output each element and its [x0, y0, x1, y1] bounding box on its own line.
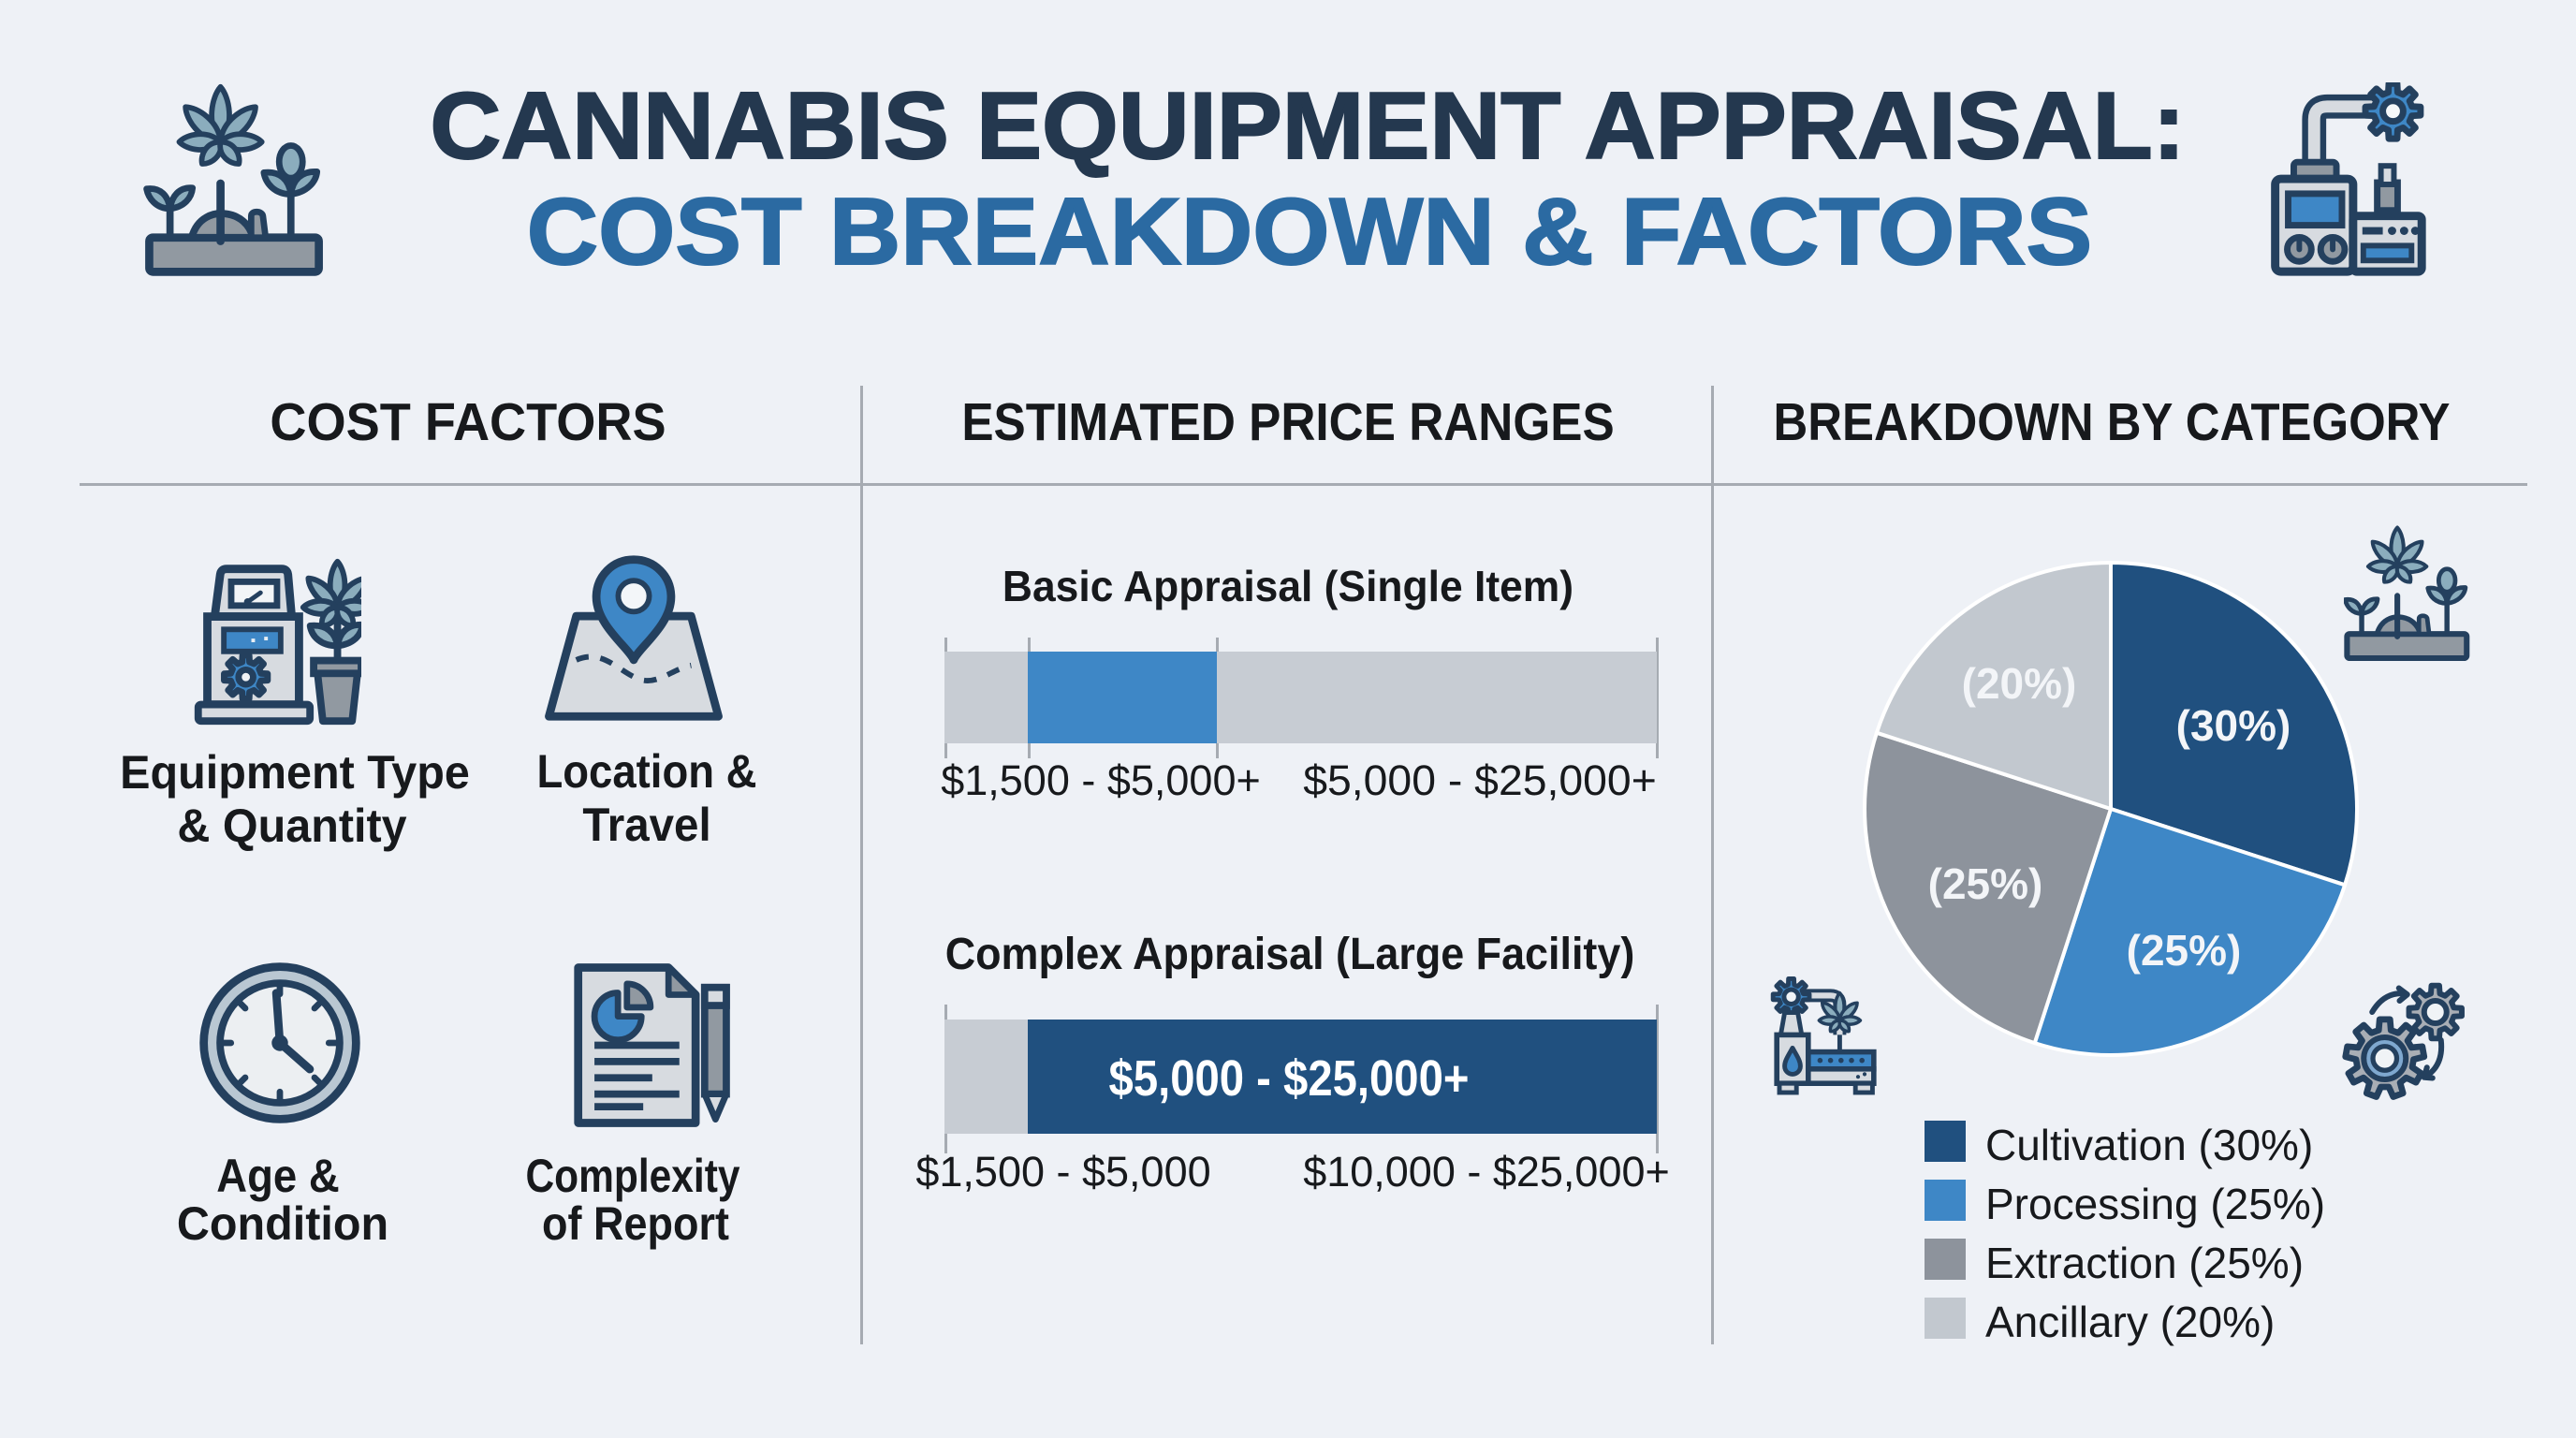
svg-text:(20%): (20%): [1962, 659, 2077, 708]
svg-text:(30%): (30%): [2176, 701, 2291, 750]
svg-text:(25%): (25%): [1928, 859, 2043, 908]
svg-text:(25%): (25%): [2127, 926, 2242, 975]
